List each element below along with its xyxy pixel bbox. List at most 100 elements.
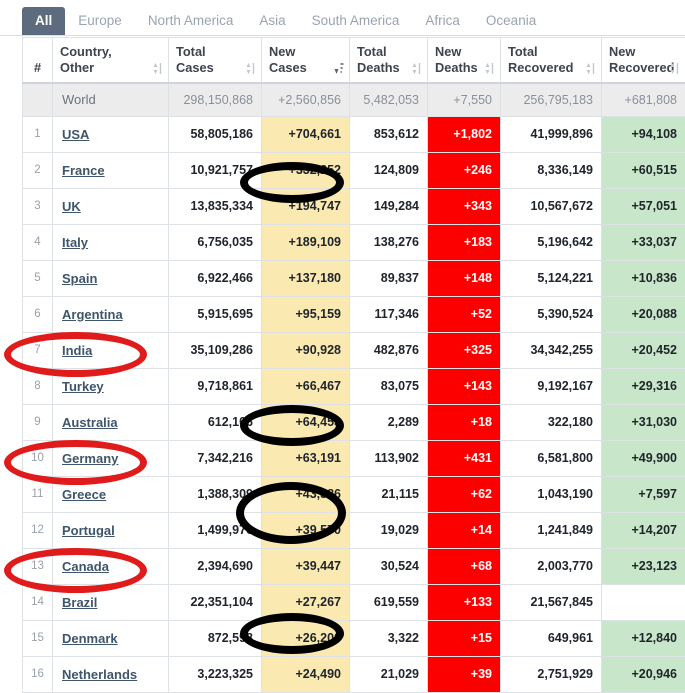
sort-icon[interactable] bbox=[669, 62, 680, 75]
country-link-turkey[interactable]: Turkey bbox=[62, 379, 104, 394]
column-header-total-cases[interactable]: Total Cases bbox=[169, 38, 262, 84]
country-link-germany[interactable]: Germany bbox=[62, 451, 118, 466]
tab-africa[interactable]: Africa bbox=[412, 7, 473, 36]
country-link-france[interactable]: France bbox=[62, 163, 105, 178]
column-header-country[interactable]: Country, Other bbox=[53, 38, 169, 84]
country-link-portugal[interactable]: Portugal bbox=[62, 523, 115, 538]
column-header-total-cases-line1: Total bbox=[176, 44, 206, 59]
column-header-country-line1: Country, bbox=[60, 44, 112, 59]
column-header-total-deaths[interactable]: Total Deaths bbox=[350, 38, 428, 84]
column-header-rank[interactable]: # bbox=[23, 38, 53, 84]
country-link-netherlands[interactable]: Netherlands bbox=[62, 667, 137, 682]
country-link-usa[interactable]: USA bbox=[62, 127, 89, 142]
country-link-uk[interactable]: UK bbox=[62, 199, 81, 214]
cell-new-recovered: +31,030 bbox=[602, 404, 685, 440]
tab-north-america[interactable]: North America bbox=[135, 7, 247, 36]
column-header-new-deaths-line1: New bbox=[435, 44, 461, 59]
country-link-italy[interactable]: Italy bbox=[62, 235, 88, 250]
cell-country: Brazil bbox=[53, 584, 169, 620]
cell-total-recovered: 1,043,190 bbox=[501, 476, 602, 512]
cell-new-cases: +189,109 bbox=[262, 224, 350, 260]
sort-descending-icon[interactable] bbox=[333, 62, 344, 75]
country-link-spain[interactable]: Spain bbox=[62, 271, 97, 286]
cell-new-cases: +39,447 bbox=[262, 548, 350, 584]
cell-new-recovered: +60,515 bbox=[602, 152, 685, 188]
column-header-total-recovered[interactable]: Total Recovered bbox=[501, 38, 602, 84]
cell-country-world: World bbox=[53, 83, 169, 116]
country-link-australia[interactable]: Australia bbox=[62, 415, 118, 430]
cell-new-cases: +27,267 bbox=[262, 584, 350, 620]
cell-total-cases: 7,342,216 bbox=[169, 440, 262, 476]
tab-south-america[interactable]: South America bbox=[299, 7, 413, 36]
cell-new-deaths: +1,802 bbox=[428, 116, 501, 152]
tab-asia[interactable]: Asia bbox=[246, 7, 298, 36]
country-link-brazil[interactable]: Brazil bbox=[62, 595, 97, 610]
cell-new-recovered: +7,597 bbox=[602, 476, 685, 512]
cell-new-recovered: +33,037 bbox=[602, 224, 685, 260]
cell-country: Portugal bbox=[53, 512, 169, 548]
cell-new-cases: +39,570 bbox=[262, 512, 350, 548]
sort-icon[interactable] bbox=[245, 62, 256, 75]
column-header-new-recovered-line2: Recovered bbox=[609, 60, 674, 75]
cell-rank: 2 bbox=[23, 152, 53, 188]
sort-icon[interactable] bbox=[152, 62, 163, 75]
cell-new-deaths: +246 bbox=[428, 152, 501, 188]
column-header-new-cases-line2: Cases bbox=[269, 60, 307, 75]
cell-rank: 14 bbox=[23, 584, 53, 620]
table-header: # Country, Other Total Cases New Cases T… bbox=[23, 38, 685, 84]
column-header-new-cases[interactable]: New Cases bbox=[262, 38, 350, 84]
cell-new-deaths: +143 bbox=[428, 368, 501, 404]
cell-total-cases: 3,223,325 bbox=[169, 656, 262, 692]
cell-new-recovered: +23,123 bbox=[602, 548, 685, 584]
cell-total-cases: 6,922,466 bbox=[169, 260, 262, 296]
cell-total-recovered: 5,124,221 bbox=[501, 260, 602, 296]
cell-total-deaths: 21,029 bbox=[350, 656, 428, 692]
sort-icon[interactable] bbox=[411, 62, 422, 75]
cell-total-deaths: 482,876 bbox=[350, 332, 428, 368]
column-header-new-recovered-line1: New bbox=[609, 44, 635, 59]
cell-new-deaths: +52 bbox=[428, 296, 501, 332]
country-link-denmark[interactable]: Denmark bbox=[62, 631, 118, 646]
cell-total-deaths: 619,559 bbox=[350, 584, 428, 620]
country-link-india[interactable]: India bbox=[62, 343, 92, 358]
cell-new-cases: +63,191 bbox=[262, 440, 350, 476]
cell-total-deaths: 124,809 bbox=[350, 152, 428, 188]
tab-oceania[interactable]: Oceania bbox=[473, 7, 549, 36]
cell-total-recovered: 2,751,929 bbox=[501, 656, 602, 692]
cell-total-deaths: 2,289 bbox=[350, 404, 428, 440]
cell-rank: 1 bbox=[23, 116, 53, 152]
tab-all[interactable]: All bbox=[22, 7, 65, 36]
tab-europe[interactable]: Europe bbox=[65, 7, 135, 36]
cell-country: USA bbox=[53, 116, 169, 152]
cell-new-recovered: +49,900 bbox=[602, 440, 685, 476]
cell-new-recovered: +94,108 bbox=[602, 116, 685, 152]
country-link-canada[interactable]: Canada bbox=[62, 559, 109, 574]
cell-total-cases: 5,915,695 bbox=[169, 296, 262, 332]
column-header-country-line2: Other bbox=[60, 60, 94, 75]
cell-total-recovered: 41,999,896 bbox=[501, 116, 602, 152]
cell-country: Australia bbox=[53, 404, 169, 440]
sort-icon[interactable] bbox=[484, 62, 495, 75]
cell-total-cases: 2,394,690 bbox=[169, 548, 262, 584]
country-link-greece[interactable]: Greece bbox=[62, 487, 106, 502]
cell-rank bbox=[23, 83, 53, 116]
cell-total-recovered: 10,567,672 bbox=[501, 188, 602, 224]
cell-new-deaths: +133 bbox=[428, 584, 501, 620]
cell-total-deaths: 3,322 bbox=[350, 620, 428, 656]
cell-new-deaths: +325 bbox=[428, 332, 501, 368]
cell-total-deaths: 19,029 bbox=[350, 512, 428, 548]
column-header-new-recovered[interactable]: New Recovered bbox=[602, 38, 685, 84]
column-header-new-deaths[interactable]: New Deaths bbox=[428, 38, 501, 84]
sort-icon[interactable] bbox=[585, 62, 596, 75]
country-link-argentina[interactable]: Argentina bbox=[62, 307, 123, 322]
cell-total-recovered: 6,581,800 bbox=[501, 440, 602, 476]
